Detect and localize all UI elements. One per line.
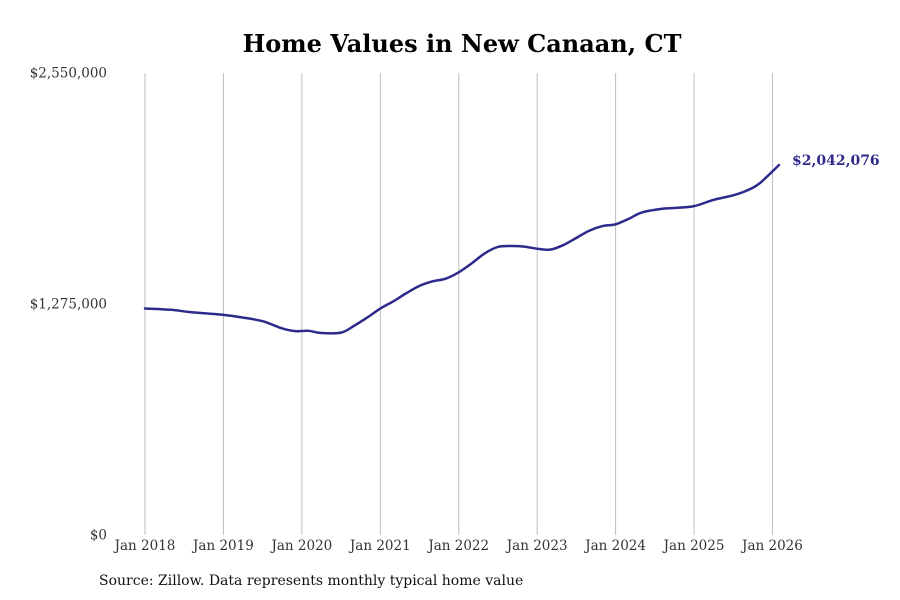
series-group: $2,042,076 (143, 153, 880, 335)
x-tick-label: Jan 2021 (348, 538, 411, 554)
y-tick-label: $2,550,000 (30, 66, 107, 82)
y-tick-label: $1,275,000 (30, 297, 107, 313)
y-tick-label: $0 (90, 528, 107, 544)
source-note: Source: Zillow. Data represents monthly … (99, 573, 524, 589)
x-tick-label: Jan 2020 (269, 538, 332, 554)
chart-title: Home Values in New Canaan, CT (243, 29, 682, 58)
x-axis: Jan 2018 Jan 2019 Jan 2020 Jan 2021 Jan 2022… (113, 538, 803, 554)
x-tick-label: Jan 2024 (583, 538, 646, 554)
end-value-label: $2,042,076 (792, 153, 880, 169)
x-tick-label: Jan 2019 (191, 538, 254, 554)
x-tick-label: Jan 2026 (740, 538, 803, 554)
x-tick-label: Jan 2022 (426, 538, 489, 554)
x-tick-label: Jan 2025 (662, 538, 725, 554)
x-tick-label: Jan 2018 (113, 538, 176, 554)
series-line (143, 163, 781, 335)
grid-lines (144, 73, 773, 535)
x-tick-label: Jan 2023 (505, 538, 568, 554)
y-axis: $0 $1,275,000 $2,550,000 (30, 66, 107, 544)
